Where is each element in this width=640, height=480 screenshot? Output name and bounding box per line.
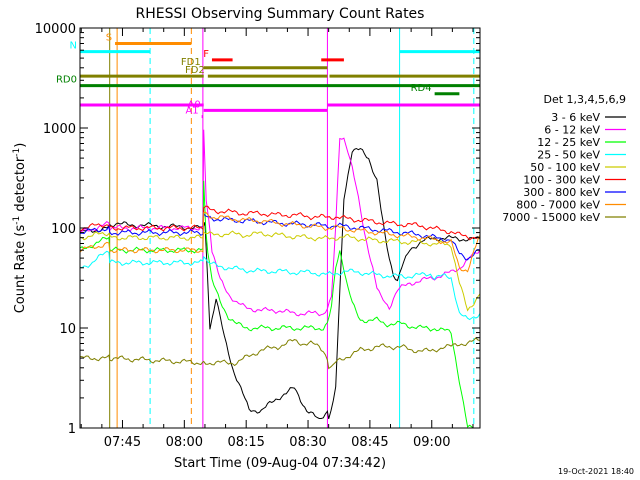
legend-title: Det 1,3,4,5,6,9: [543, 93, 626, 106]
y-tick-label: 1: [68, 422, 76, 437]
state-bar-label: A0: [188, 99, 201, 110]
state-bar-label: F: [203, 49, 209, 60]
x-axis: 07:45 08:00 08:15 08:30 08:45 09:00: [80, 28, 474, 450]
x-tick-label: 08:15: [227, 435, 264, 450]
y-axis-label-mid: detector: [13, 156, 28, 216]
series-line: [80, 250, 480, 321]
x-axis-label: Start Time (09-Aug-04 07:34:42): [174, 456, 386, 471]
series-lines: [80, 129, 480, 428]
y-axis-label-exp-1: -1: [12, 216, 22, 225]
state-bar-label: A1: [185, 106, 198, 117]
state-bar-label: FD1: [181, 57, 201, 68]
state-bars: [80, 41, 480, 119]
x-tick-label: 08:45: [351, 435, 388, 450]
legend-entry-label: 25 - 50 keV: [537, 149, 600, 162]
y-axis-label-exp-2: -1: [12, 148, 22, 157]
chart-title: RHESSI Observing Summary Count Rates: [136, 6, 425, 22]
y-tick-label: 100: [51, 222, 76, 237]
series-line: [80, 205, 480, 241]
y-axis: 1 10 100 1000 10000: [35, 22, 480, 437]
state-bar-label: S: [106, 32, 112, 43]
state-bar-label: RD4: [411, 83, 432, 94]
series-line: [80, 180, 480, 428]
x-tick-label: 07:45: [104, 435, 141, 450]
series-line: [80, 337, 480, 370]
y-tick-label: 10: [59, 322, 76, 337]
legend-entry-label: 100 - 300 keV: [523, 174, 600, 187]
series-line: [80, 147, 480, 420]
y-tick-label: 10000: [35, 22, 76, 37]
footer-date-stamp: 19-Oct-2021 18:40: [558, 467, 634, 476]
y-axis-label-main: Count Rate (s: [13, 225, 28, 314]
y-axis-label-end: ): [13, 143, 28, 148]
y-tick-label: 1000: [43, 122, 76, 137]
series-line: [80, 211, 480, 273]
x-tick-label: 08:00: [166, 435, 203, 450]
x-tick-label: 08:30: [289, 435, 326, 450]
legend-entry-label: 12 - 25 keV: [537, 136, 600, 149]
legend-entry-label: 6 - 12 keV: [544, 124, 600, 137]
state-bar-label: RD0: [56, 75, 77, 86]
legend-entry-label: 800 - 7000 keV: [516, 199, 600, 212]
legend-entry-label: 7000 - 15000 keV: [502, 211, 600, 224]
legend-entry-label: 50 - 100 keV: [530, 161, 600, 174]
legend-entry-label: 300 - 800 keV: [523, 186, 600, 199]
y-axis-label: Count Rate (s-1 detector-1): [12, 143, 28, 314]
x-tick-label: 09:00: [413, 435, 450, 450]
state-bar-label: N: [70, 41, 77, 52]
series-line: [80, 230, 480, 312]
legend-entry-label: 3 - 6 keV: [551, 111, 600, 124]
state-bar-label: FD2: [185, 65, 205, 76]
